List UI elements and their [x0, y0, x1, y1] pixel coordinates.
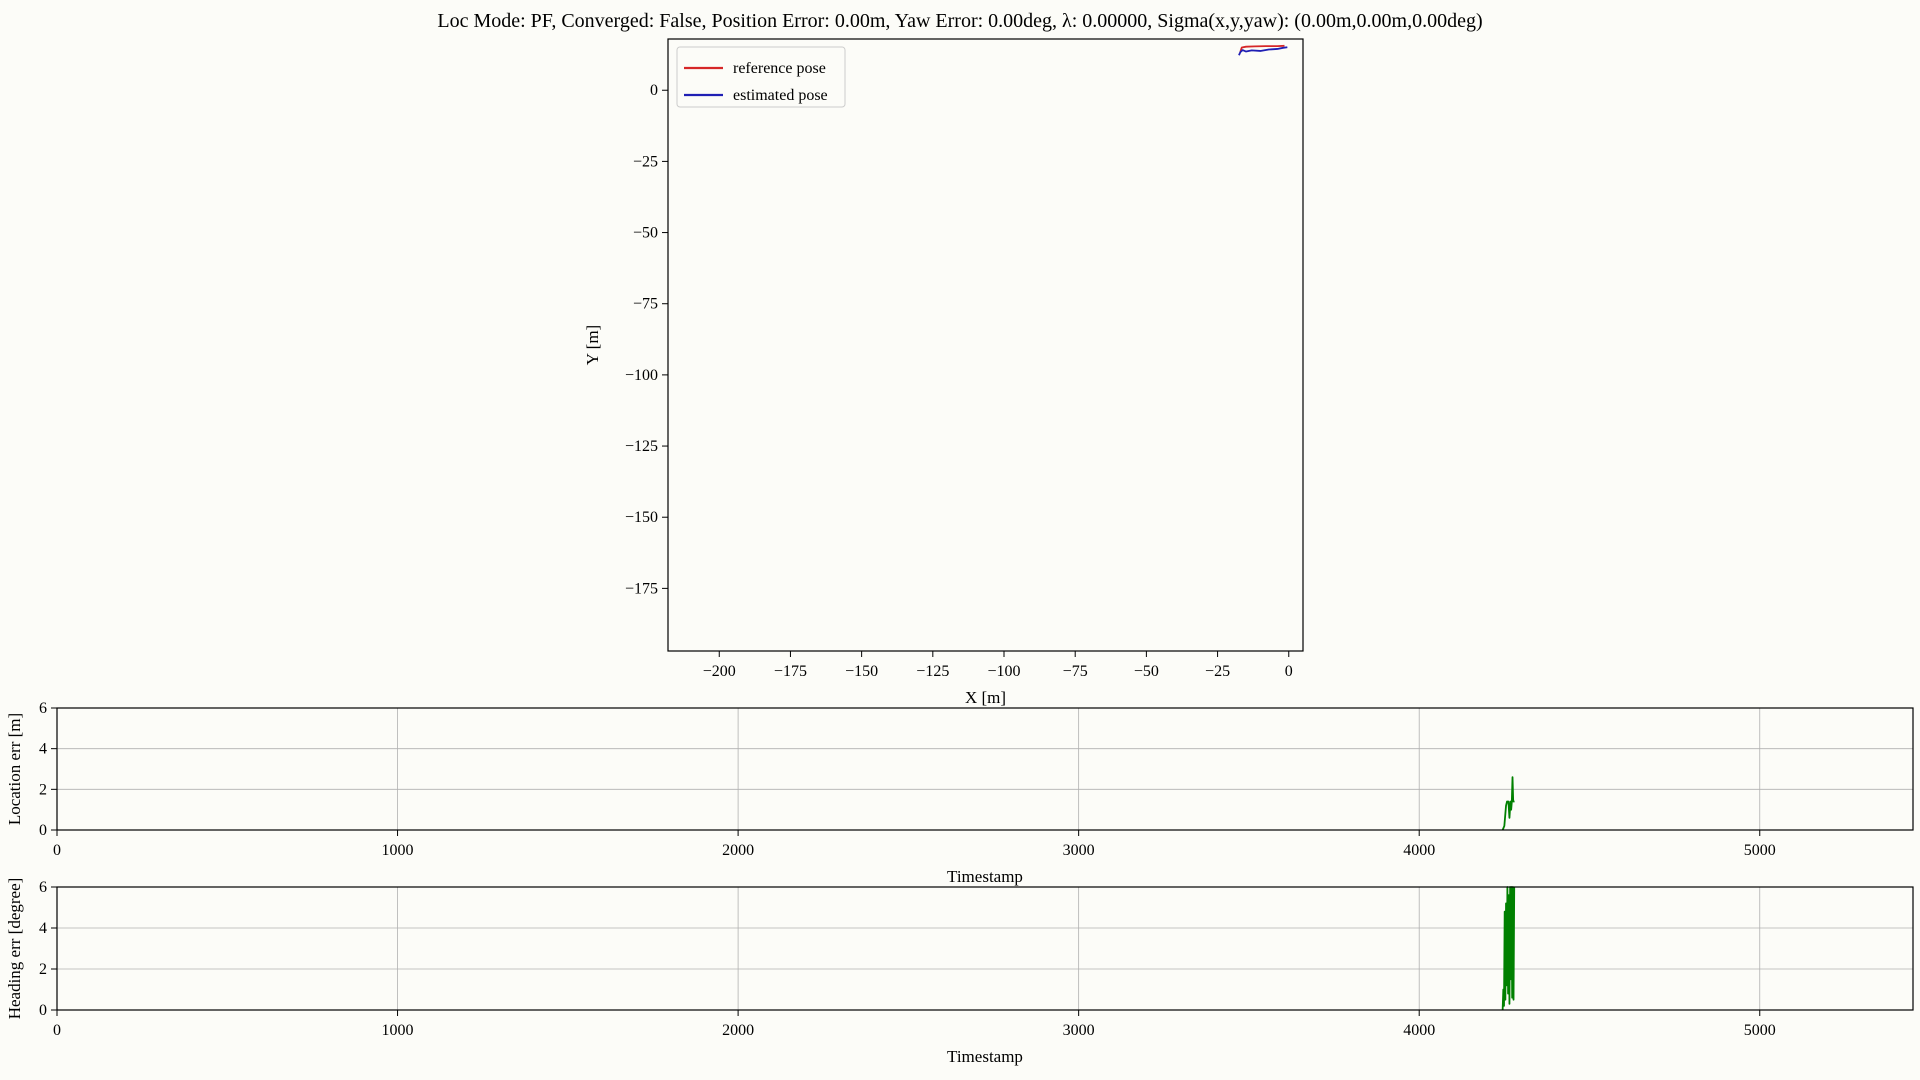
y-tick-label: −50: [633, 225, 658, 242]
x-tick-label: 5000: [1744, 1022, 1776, 1039]
y-axis-label: Y [m]: [583, 325, 602, 365]
y-tick-label: 0: [39, 1002, 47, 1019]
axes-frame: [667, 38, 1304, 652]
x-axis-label: Timestamp: [947, 867, 1023, 886]
x-tick-label: 2000: [722, 1022, 754, 1039]
x-tick-label: −175: [774, 663, 807, 680]
x-tick-label: −75: [1063, 663, 1088, 680]
y-tick-label: −100: [625, 367, 658, 384]
x-tick-label: −125: [916, 663, 949, 680]
y-tick-label: 2: [39, 961, 47, 978]
error-series-line: [1501, 886, 1516, 1011]
x-tick-label: 1000: [382, 1022, 414, 1039]
x-tick-label: 4000: [1403, 842, 1435, 859]
legend-label: estimated pose: [733, 87, 828, 104]
y-tick-label: −125: [625, 438, 658, 455]
y-axis-label: Heading err [degree]: [5, 878, 24, 1020]
legend-label: reference pose: [733, 60, 826, 77]
plot-area: [57, 708, 1913, 830]
error-series-line: [1501, 776, 1515, 831]
axes-frame: [56, 886, 1914, 1011]
y-tick-label: −150: [625, 509, 658, 526]
y-tick-label: −75: [633, 296, 658, 313]
x-tick-label: 0: [1285, 663, 1293, 680]
y-tick-label: 6: [39, 700, 47, 717]
figure-title: Loc Mode: PF, Converged: False, Position…: [437, 10, 1482, 32]
x-tick-label: −50: [1134, 663, 1159, 680]
x-tick-label: 2000: [722, 842, 754, 859]
x-tick-label: −150: [845, 663, 878, 680]
x-tick-label: 0: [53, 1022, 61, 1039]
y-tick-label: −25: [633, 153, 658, 170]
heading-error-panel: 0 1000 2000 3000 4000 5000 0 2 4 6 Timestamp Headin…: [5, 878, 1914, 1066]
x-tick-label: 3000: [1063, 1022, 1095, 1039]
y-axis-label: Location err [m]: [5, 713, 24, 825]
y-tick-label: −175: [625, 580, 658, 597]
x-tick-label: −100: [987, 663, 1020, 680]
x-tick-label: −200: [703, 663, 736, 680]
x-axis-label: X [m]: [965, 688, 1006, 707]
y-tick-label: 4: [39, 741, 47, 758]
x-axis-label: Timestamp: [947, 1047, 1023, 1066]
reference-pose-series-line: [1239, 44, 1285, 53]
y-tick-label: 0: [39, 822, 47, 839]
x-tick-label: 3000: [1063, 842, 1095, 859]
x-tick-label: 5000: [1744, 842, 1776, 859]
estimated-pose-series-line: [1238, 46, 1288, 56]
x-tick-label: 1000: [382, 842, 414, 859]
legend-box: [676, 46, 846, 108]
x-tick-label: −25: [1205, 663, 1230, 680]
location-error-panel: 0 1000 2000 3000 4000 5000 0 2 4 6 Timestamp Locati…: [5, 700, 1914, 886]
y-tick-label: 0: [650, 82, 658, 99]
axes-frame: [56, 707, 1914, 831]
y-tick-label: 2: [39, 781, 47, 798]
plot-area: [668, 39, 1303, 651]
y-tick-label: 4: [39, 920, 47, 937]
plot-area: [57, 887, 1913, 1010]
trajectory-panel: −200 −175 −150 −125 −100 −75 −50 −25 0 0 −25 −50 −75…: [583, 38, 1304, 707]
x-tick-label: 0: [53, 842, 61, 859]
x-tick-label: 4000: [1403, 1022, 1435, 1039]
y-tick-label: 6: [39, 879, 47, 896]
